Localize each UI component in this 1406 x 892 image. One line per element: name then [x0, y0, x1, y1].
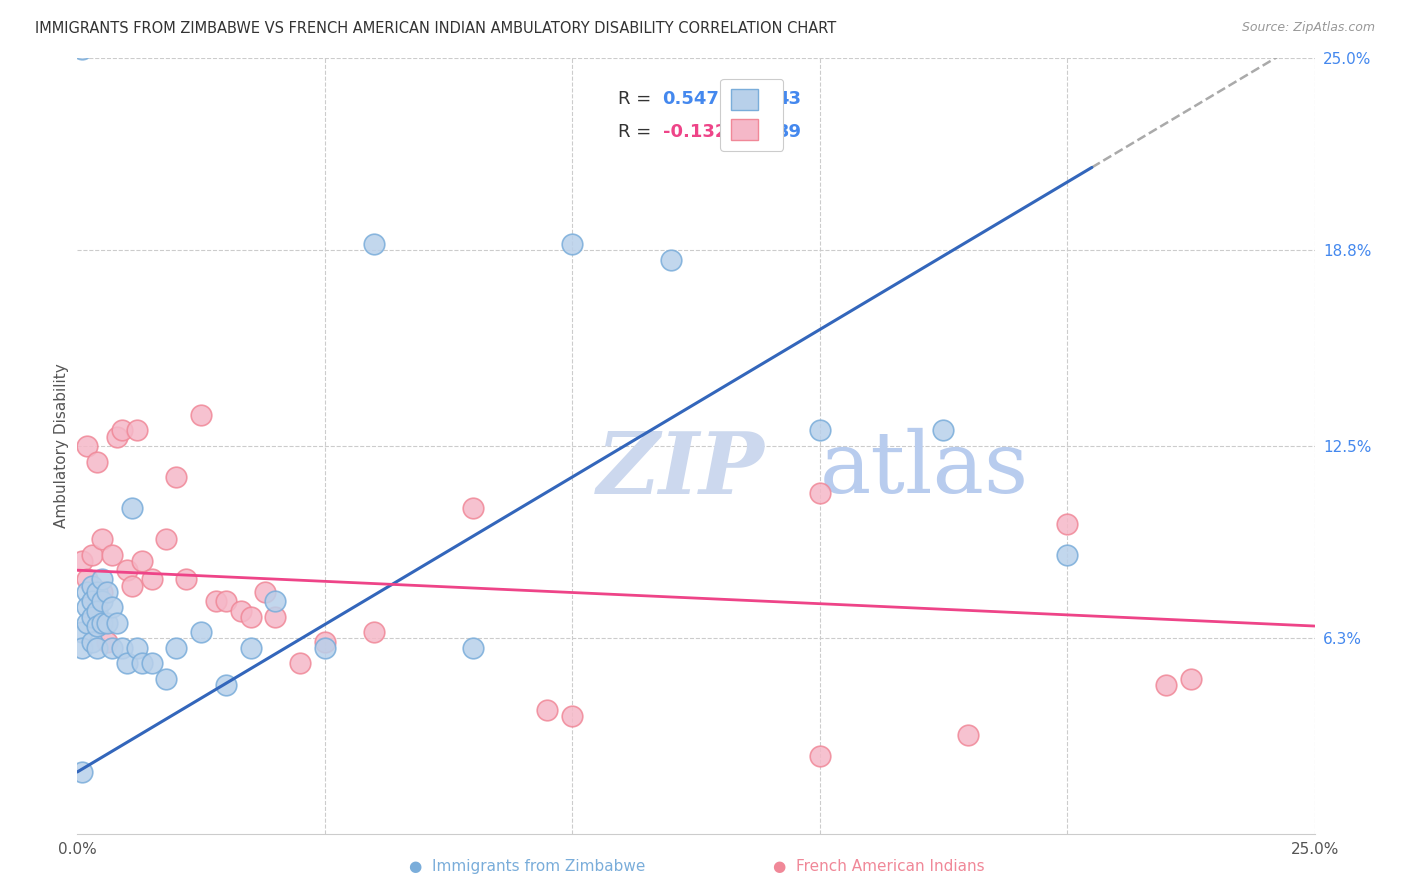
- Point: [205, 594, 228, 608]
- Point: [1154, 678, 1177, 692]
- Point: [239, 609, 262, 624]
- Point: [288, 657, 311, 671]
- Text: -0.132: -0.132: [662, 123, 727, 141]
- Point: [155, 532, 177, 546]
- Point: [115, 563, 138, 577]
- Point: [76, 573, 98, 587]
- Point: [957, 728, 980, 742]
- Point: [86, 594, 108, 608]
- Point: [536, 703, 558, 717]
- Point: [91, 594, 114, 608]
- Point: [121, 579, 143, 593]
- Point: [363, 237, 385, 252]
- Point: [96, 634, 118, 648]
- Point: [86, 454, 108, 468]
- Point: [115, 657, 138, 671]
- Point: [463, 640, 485, 655]
- Point: [76, 439, 98, 453]
- Point: [111, 640, 134, 655]
- Point: [174, 573, 197, 587]
- Point: [82, 594, 104, 608]
- Point: [105, 615, 128, 630]
- Point: [1056, 516, 1078, 531]
- Point: [808, 485, 831, 500]
- Point: [72, 764, 94, 779]
- Point: [125, 640, 148, 655]
- Point: [264, 609, 287, 624]
- Text: R =: R =: [619, 90, 657, 108]
- Point: [659, 252, 682, 267]
- Point: [215, 678, 238, 692]
- Text: IMMIGRANTS FROM ZIMBABWE VS FRENCH AMERICAN INDIAN AMBULATORY DISABILITY CORRELA: IMMIGRANTS FROM ZIMBABWE VS FRENCH AMERI…: [35, 21, 837, 36]
- Point: [72, 640, 94, 655]
- Point: [86, 640, 108, 655]
- Point: [561, 237, 583, 252]
- Point: [121, 501, 143, 516]
- Point: [76, 600, 98, 615]
- Point: [932, 424, 955, 438]
- Point: [155, 672, 177, 686]
- Point: [91, 532, 114, 546]
- Text: 43: 43: [776, 90, 801, 108]
- Point: [314, 634, 336, 648]
- Point: [76, 615, 98, 630]
- Text: ZIP: ZIP: [598, 427, 765, 511]
- Point: [141, 657, 163, 671]
- Text: atlas: atlas: [820, 427, 1029, 511]
- Point: [264, 594, 287, 608]
- Point: [82, 609, 104, 624]
- Point: [96, 585, 118, 599]
- Point: [229, 603, 252, 617]
- Point: [82, 634, 104, 648]
- Point: [239, 640, 262, 655]
- Point: [111, 424, 134, 438]
- Text: Source: ZipAtlas.com: Source: ZipAtlas.com: [1241, 21, 1375, 34]
- Point: [125, 424, 148, 438]
- Point: [808, 424, 831, 438]
- Point: [463, 501, 485, 516]
- Point: [1180, 672, 1202, 686]
- Point: [91, 573, 114, 587]
- Point: [1056, 548, 1078, 562]
- Point: [131, 657, 153, 671]
- Legend: , : ,: [720, 78, 783, 151]
- Point: [363, 625, 385, 640]
- Point: [72, 625, 94, 640]
- Point: [76, 585, 98, 599]
- Text: ●  French American Indians: ● French American Indians: [773, 859, 984, 874]
- Text: R =: R =: [619, 123, 657, 141]
- Point: [86, 585, 108, 599]
- Point: [105, 430, 128, 444]
- Point: [86, 603, 108, 617]
- Text: N =: N =: [725, 90, 778, 108]
- Point: [561, 709, 583, 723]
- Point: [72, 42, 94, 56]
- Point: [165, 640, 187, 655]
- Point: [215, 594, 238, 608]
- Point: [141, 573, 163, 587]
- Point: [101, 640, 124, 655]
- Point: [190, 408, 212, 422]
- Point: [91, 615, 114, 630]
- Text: ●  Immigrants from Zimbabwe: ● Immigrants from Zimbabwe: [409, 859, 645, 874]
- Point: [314, 640, 336, 655]
- Point: [165, 470, 187, 484]
- Text: N =: N =: [725, 123, 778, 141]
- Y-axis label: Ambulatory Disability: Ambulatory Disability: [53, 364, 69, 528]
- Point: [131, 554, 153, 568]
- Point: [86, 619, 108, 633]
- Point: [91, 585, 114, 599]
- Text: 39: 39: [776, 123, 801, 141]
- Point: [72, 554, 94, 568]
- Text: 0.547: 0.547: [662, 90, 720, 108]
- Point: [82, 579, 104, 593]
- Point: [96, 615, 118, 630]
- Point: [190, 625, 212, 640]
- Point: [101, 600, 124, 615]
- Point: [82, 548, 104, 562]
- Point: [101, 548, 124, 562]
- Point: [808, 749, 831, 764]
- Point: [254, 585, 277, 599]
